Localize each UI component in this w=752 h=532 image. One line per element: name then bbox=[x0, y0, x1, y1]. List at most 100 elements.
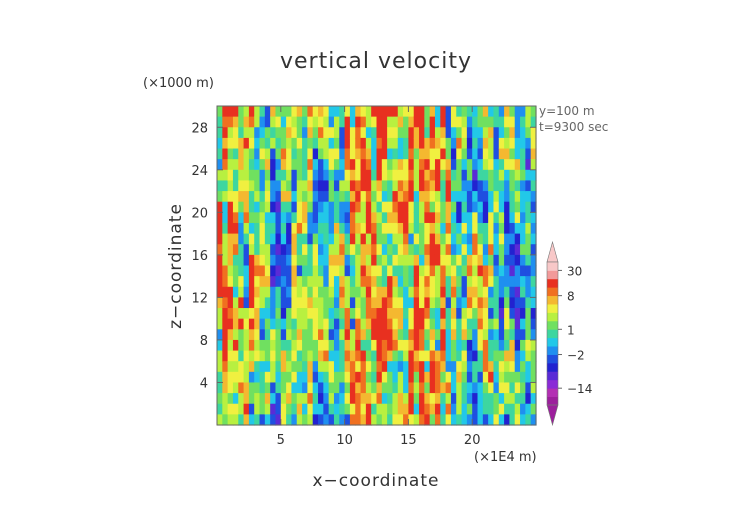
heatmap-cell bbox=[445, 244, 452, 256]
heatmap-cell bbox=[264, 371, 271, 384]
heatmap-cell bbox=[349, 254, 356, 267]
heatmap-cell bbox=[349, 127, 356, 139]
heatmap-cell bbox=[408, 371, 415, 384]
plot-frame bbox=[216, 105, 537, 426]
heatmap-cell bbox=[312, 191, 319, 203]
heatmap-cell bbox=[259, 361, 266, 373]
heatmap-cell bbox=[408, 393, 415, 405]
heatmap-cell bbox=[243, 318, 250, 330]
heatmap-cell bbox=[429, 318, 436, 330]
heatmap-cell bbox=[280, 191, 287, 203]
heatmap-cell bbox=[530, 318, 537, 330]
heatmap-cell bbox=[397, 350, 404, 362]
heatmap-cell bbox=[509, 201, 516, 213]
heatmap-cell bbox=[419, 254, 425, 267]
heatmap-cell bbox=[365, 127, 372, 139]
heatmap-cell bbox=[461, 244, 468, 256]
colorbar-segment bbox=[547, 388, 558, 397]
heatmap-cell bbox=[472, 159, 479, 171]
heatmap-cell bbox=[360, 169, 367, 182]
heatmap-cell bbox=[328, 308, 335, 320]
heatmap-cell bbox=[286, 393, 293, 405]
heatmap-cell bbox=[376, 254, 383, 267]
heatmap-cell bbox=[387, 403, 394, 415]
heatmap-cell bbox=[227, 350, 234, 362]
heatmap-cell bbox=[445, 329, 452, 341]
heatmap-cell bbox=[307, 308, 314, 320]
heatmap-cell bbox=[344, 308, 351, 320]
heatmap-cell bbox=[520, 212, 526, 224]
heatmap-cell bbox=[355, 191, 362, 203]
heatmap-cell bbox=[392, 169, 399, 182]
heatmap-cell bbox=[456, 201, 463, 213]
heatmap-cell bbox=[514, 265, 521, 277]
annotation-time: t=9300 sec bbox=[539, 120, 609, 134]
heatmap-cell bbox=[275, 106, 282, 118]
heatmap-cell bbox=[333, 414, 340, 426]
heatmap-cell bbox=[275, 233, 282, 245]
heatmap-cell bbox=[307, 403, 314, 415]
heatmap-cell bbox=[318, 254, 324, 267]
heatmap-cell bbox=[291, 339, 298, 352]
heatmap-cell bbox=[275, 265, 282, 277]
heatmap-cell bbox=[392, 212, 399, 224]
heatmap-cell bbox=[328, 297, 335, 309]
heatmap-cell bbox=[520, 148, 526, 160]
heatmap-cell bbox=[440, 393, 447, 405]
heatmap-cell bbox=[445, 137, 452, 150]
heatmap-cell bbox=[286, 371, 293, 384]
heatmap-cell bbox=[291, 127, 298, 139]
heatmap-cell bbox=[280, 127, 287, 139]
heatmap-cell bbox=[514, 233, 521, 245]
heatmap-cell bbox=[440, 159, 447, 171]
heatmap-cell bbox=[296, 137, 303, 150]
heatmap-cell bbox=[307, 233, 314, 245]
colorbar-segment bbox=[547, 304, 558, 313]
heatmap-cell bbox=[302, 286, 308, 298]
heatmap-cell bbox=[514, 318, 521, 330]
heatmap-cell bbox=[270, 318, 277, 330]
heatmap-cell bbox=[222, 318, 229, 330]
heatmap-cell bbox=[488, 339, 495, 352]
heatmap-cell bbox=[482, 371, 489, 384]
heatmap-cell bbox=[514, 137, 521, 150]
heatmap-cell bbox=[302, 265, 308, 277]
heatmap-cell bbox=[498, 276, 505, 288]
heatmap-cell bbox=[349, 382, 356, 394]
y-tick-label: 12 bbox=[191, 291, 208, 306]
heatmap-cell bbox=[339, 414, 346, 426]
heatmap-cell bbox=[387, 180, 394, 192]
heatmap-cell bbox=[498, 361, 505, 373]
heatmap-cell bbox=[286, 265, 293, 277]
heatmap-cell bbox=[217, 201, 223, 213]
heatmap-cell bbox=[434, 106, 441, 118]
heatmap-cell bbox=[397, 180, 404, 192]
heatmap-cell bbox=[333, 403, 340, 415]
heatmap-cell bbox=[344, 414, 351, 426]
heatmap-cell bbox=[466, 254, 473, 267]
heatmap-cell bbox=[424, 201, 431, 213]
heatmap-cell bbox=[434, 244, 441, 256]
heatmap-cell bbox=[238, 169, 245, 182]
heatmap-cell bbox=[286, 350, 293, 362]
heatmap-cell bbox=[238, 127, 245, 139]
heatmap-cell bbox=[318, 212, 324, 224]
heatmap-cell bbox=[397, 403, 404, 415]
heatmap-cell bbox=[248, 137, 255, 150]
heatmap-cell bbox=[504, 414, 511, 426]
heatmap-cell bbox=[227, 371, 234, 384]
heatmap-cell bbox=[270, 201, 277, 213]
colorbar-segment bbox=[547, 312, 558, 322]
heatmap-cell bbox=[238, 339, 245, 352]
heatmap-cell bbox=[477, 371, 484, 384]
heatmap-cell bbox=[525, 361, 532, 373]
heatmap-cell bbox=[307, 180, 314, 192]
heatmap-cell bbox=[424, 148, 431, 160]
heatmap-cell bbox=[456, 276, 463, 288]
heatmap-cell bbox=[238, 361, 245, 373]
heatmap-cell bbox=[360, 339, 367, 352]
heatmap-cell bbox=[243, 297, 250, 309]
heatmap-cell bbox=[365, 222, 372, 235]
heatmap-cell bbox=[440, 116, 447, 128]
